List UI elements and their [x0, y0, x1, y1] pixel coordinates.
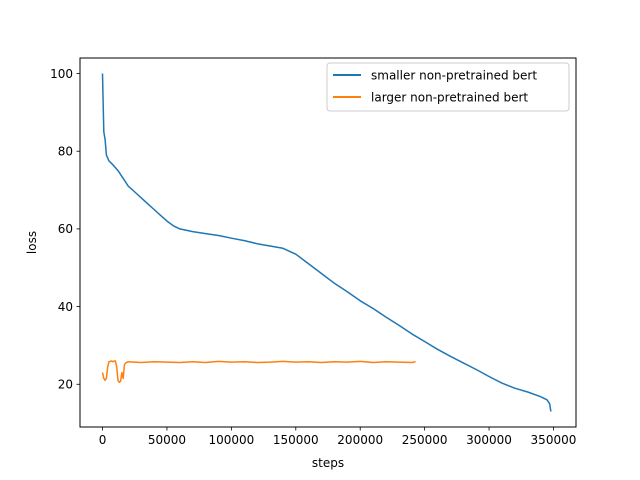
x-tick-label-4: 200000	[337, 433, 383, 447]
y-axis-ticks: 20 40 60 80 100	[50, 67, 80, 392]
x-tick-label-1: 50000	[148, 433, 186, 447]
series-line-1	[101, 360, 416, 384]
legend-label-larger: larger non-pretrained bert	[371, 91, 528, 105]
y-axis-label: loss	[25, 231, 39, 254]
y-tick-label-3: 80	[58, 145, 73, 159]
x-tick-label-7: 350000	[531, 433, 577, 447]
x-axis-label: steps	[312, 456, 344, 470]
y-tick-label-0: 20	[58, 378, 73, 392]
x-tick-label-3: 150000	[273, 433, 319, 447]
legend: smaller non-pretrained bert larger non-p…	[326, 62, 570, 112]
series-line-0	[101, 73, 552, 412]
x-tick-label-0: 0	[99, 433, 107, 447]
y-tick-label-2: 60	[58, 222, 73, 236]
axes-frame	[79, 57, 577, 428]
x-tick-label-6: 300000	[466, 433, 512, 447]
legend-box	[326, 62, 570, 112]
x-tick-label-2: 100000	[208, 433, 254, 447]
x-tick-label-5: 250000	[402, 433, 448, 447]
x-axis-ticks: 0 50000 100000 150000 200000 250000 300000 3500…	[99, 427, 577, 447]
legend-label-smaller: smaller non-pretrained bert	[371, 69, 537, 83]
y-tick-label-4: 100	[50, 67, 73, 81]
series-layer	[101, 73, 552, 412]
y-tick-label-1: 40	[58, 300, 73, 314]
